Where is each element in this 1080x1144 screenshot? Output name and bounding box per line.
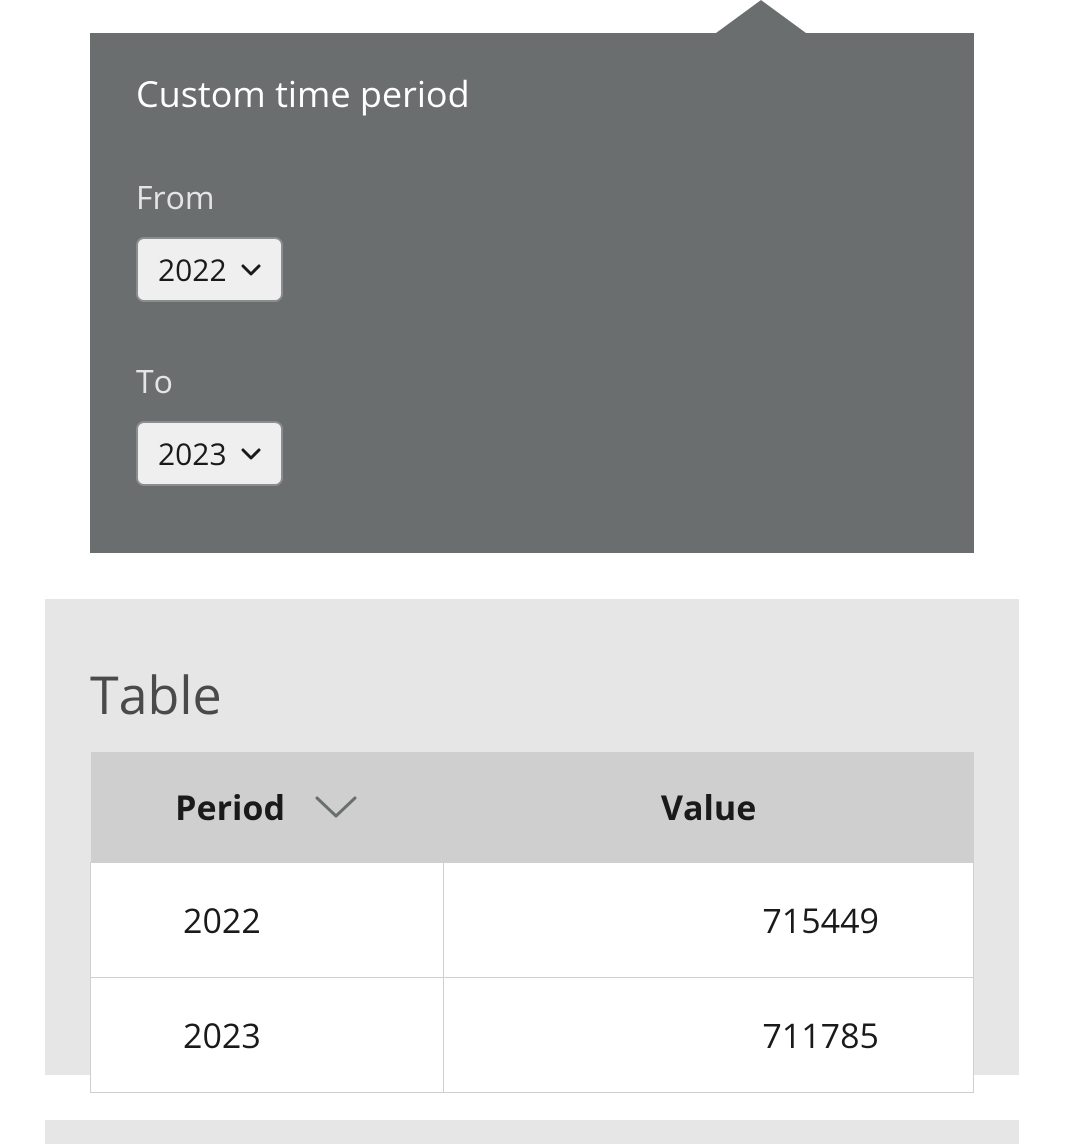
to-field: To 2023 [136, 360, 928, 486]
table-row: 2022 715449 [91, 863, 974, 978]
table-title: Table [90, 659, 974, 730]
cell-value: 715449 [444, 863, 974, 978]
cell-period: 2022 [91, 863, 444, 978]
chevron-down-icon [241, 263, 261, 277]
to-label: To [136, 360, 928, 403]
panel-title: Custom time period [136, 69, 928, 118]
cell-period: 2023 [91, 978, 444, 1093]
to-year-select[interactable]: 2023 [136, 421, 283, 486]
from-year-select[interactable]: 2022 [136, 237, 283, 302]
sort-descending-icon [313, 794, 359, 820]
custom-time-period-panel: Custom time period From 2022 To 2023 [90, 33, 974, 553]
column-header-period-label: Period [175, 784, 285, 830]
from-field: From 2022 [136, 176, 928, 302]
to-year-value: 2023 [158, 433, 227, 474]
data-table: Period Value 2022 715449 [90, 752, 974, 1093]
next-section-sliver [45, 1120, 1019, 1144]
from-label: From [136, 176, 928, 219]
column-header-value-label: Value [661, 784, 756, 830]
from-year-value: 2022 [158, 249, 227, 290]
column-header-value[interactable]: Value [444, 752, 974, 863]
table-section: Table Period Val [45, 599, 1019, 1075]
table-row: 2023 711785 [91, 978, 974, 1093]
chevron-down-icon [241, 447, 261, 461]
column-header-period[interactable]: Period [91, 752, 444, 863]
cell-value: 711785 [444, 978, 974, 1093]
